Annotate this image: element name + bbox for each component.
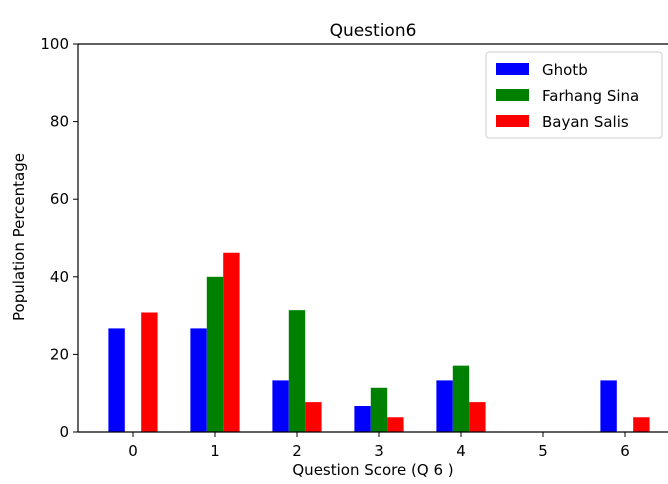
legend-swatch xyxy=(496,63,529,75)
bar-ghotb-6 xyxy=(600,380,617,432)
x-tick-label: 4 xyxy=(456,442,466,460)
y-axis-label: Population Percentage xyxy=(10,153,28,321)
bar-ghotb-1 xyxy=(190,328,207,432)
bar-bayan-salis-2 xyxy=(305,402,322,432)
chart-title: Question6 xyxy=(330,21,417,41)
bar-farhang-sina-4 xyxy=(452,365,470,432)
legend-label: Ghotb xyxy=(542,61,588,79)
bar-ghotb-2 xyxy=(272,380,289,432)
legend-box xyxy=(485,51,663,139)
bars-group xyxy=(108,252,650,432)
x-tick-label: 3 xyxy=(374,442,384,460)
y-tick-label: 100 xyxy=(40,35,69,53)
legend-swatch xyxy=(496,115,529,127)
bar-ghotb-4 xyxy=(436,380,453,432)
x-axis-label: Question Score (Q 6 ) xyxy=(292,461,453,479)
x-tick-label: 6 xyxy=(620,442,630,460)
x-tick-label: 2 xyxy=(292,442,302,460)
axes-group: 0 20 40 60 80 100 0 1 2 3 4 5 6 xyxy=(40,35,668,460)
bar-bayan-salis-1 xyxy=(223,252,240,432)
x-tick-label: 5 xyxy=(538,442,548,460)
legend-label: Farhang Sina xyxy=(542,87,639,105)
bar-bayan-salis-3 xyxy=(387,417,404,432)
bar-bayan-salis-4 xyxy=(469,402,486,432)
y-tick-label: 60 xyxy=(50,190,69,208)
bar-farhang-sina-2 xyxy=(288,310,306,432)
y-tick-label: 80 xyxy=(50,113,69,131)
bar-ghotb-3 xyxy=(354,406,371,432)
legend-label: Bayan Salis xyxy=(542,113,629,131)
bar-farhang-sina-3 xyxy=(370,387,388,432)
bar-ghotb-0 xyxy=(108,328,125,432)
bar-bayan-salis-0 xyxy=(141,312,158,432)
x-tick-label: 0 xyxy=(128,442,138,460)
y-tick-label: 20 xyxy=(50,345,69,363)
y-tick-label: 0 xyxy=(59,423,69,441)
y-tick-label: 40 xyxy=(50,268,69,286)
legend: Ghotb Farhang Sina Bayan Salis xyxy=(485,51,663,139)
legend-swatch xyxy=(496,89,529,101)
bar-bayan-salis-6 xyxy=(633,417,650,432)
x-tick-label: 1 xyxy=(210,442,220,460)
bar-farhang-sina-1 xyxy=(206,276,224,432)
